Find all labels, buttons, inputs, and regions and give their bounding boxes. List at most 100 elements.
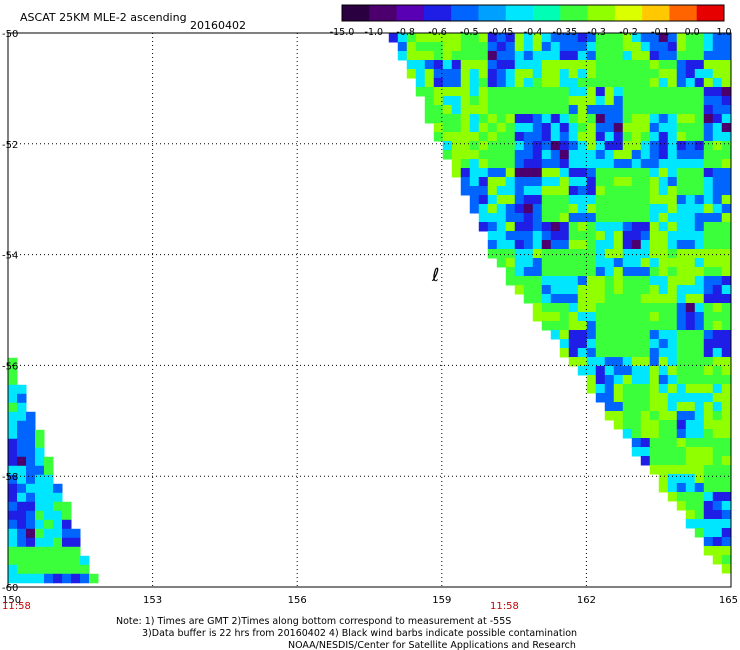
swath-cell-east bbox=[694, 510, 705, 520]
swath-cell-east bbox=[541, 285, 552, 295]
swath-cell-east bbox=[658, 78, 669, 88]
swath-cell-east bbox=[451, 105, 462, 115]
swath-cell-east bbox=[568, 186, 579, 196]
x-tick-label: 150 bbox=[2, 595, 21, 606]
swath-cell-east bbox=[640, 231, 651, 241]
swath-cell-east bbox=[532, 213, 543, 223]
swath-cell-east bbox=[631, 60, 642, 70]
swath-cell-east bbox=[640, 366, 651, 376]
swath-cell-east bbox=[550, 204, 561, 214]
swath-cell-east bbox=[595, 204, 606, 214]
swath-cell-east bbox=[586, 123, 597, 133]
swath-cell-east bbox=[685, 402, 696, 412]
swath-cell-east bbox=[658, 411, 669, 421]
swath-cell-east bbox=[631, 438, 642, 448]
swath-cell-east bbox=[550, 267, 561, 277]
swath-cell-east bbox=[568, 105, 579, 115]
swath-cell-east bbox=[559, 132, 570, 142]
swath-cell-east bbox=[424, 69, 435, 79]
swath-cell-west bbox=[80, 555, 90, 566]
swath-cell-east bbox=[712, 105, 723, 115]
swath-cell-east bbox=[721, 402, 732, 412]
swath-cell-east bbox=[559, 213, 570, 223]
swath-cell-east bbox=[703, 294, 714, 304]
swath-cell-east bbox=[460, 33, 471, 43]
swath-cell-east bbox=[505, 249, 516, 259]
swath-cell-west bbox=[80, 573, 90, 584]
annotation-glyph: ℓ bbox=[431, 265, 439, 286]
swath-cell-west bbox=[17, 438, 27, 449]
swath-cell-east bbox=[550, 177, 561, 187]
swath-cell-east bbox=[694, 474, 705, 484]
swath-cell-east bbox=[559, 339, 570, 349]
swath-cell-east bbox=[586, 249, 597, 259]
swath-cell-east bbox=[658, 429, 669, 439]
swath-cell-east bbox=[622, 357, 633, 367]
swath-cell-east bbox=[721, 501, 732, 511]
swath-cell-east bbox=[532, 222, 543, 232]
swath-cell-east bbox=[667, 411, 678, 421]
swath-cell-east bbox=[703, 339, 714, 349]
swath-cell-east bbox=[703, 132, 714, 142]
swath-cell-east bbox=[505, 51, 516, 61]
swath-cell-east bbox=[721, 429, 732, 439]
swath-cell-east bbox=[451, 51, 462, 61]
swath-cell-west bbox=[26, 429, 36, 440]
swath-cell-east bbox=[568, 177, 579, 187]
swath-cell-east bbox=[694, 213, 705, 223]
swath-cell-west bbox=[26, 573, 36, 584]
swath-cell-east bbox=[433, 114, 444, 124]
swath-cell-east bbox=[523, 51, 534, 61]
swath-cell-east bbox=[712, 51, 723, 61]
swath-cell-west bbox=[53, 483, 63, 494]
x-tick-label: 162 bbox=[577, 595, 596, 606]
swath-cell-east bbox=[586, 60, 597, 70]
swath-cell-east bbox=[712, 411, 723, 421]
swath-cell-east bbox=[604, 402, 615, 412]
swath-cell-east bbox=[604, 123, 615, 133]
swath-cell-east bbox=[406, 69, 417, 79]
swath-cell-west bbox=[8, 429, 18, 440]
swath-cell-east bbox=[577, 294, 588, 304]
swath-cell-east bbox=[523, 114, 534, 124]
swath-cell-east bbox=[550, 231, 561, 241]
swath-cell-east bbox=[640, 222, 651, 232]
swath-cell-east bbox=[676, 96, 687, 106]
swath-cell-east bbox=[703, 168, 714, 178]
swath-cell-east bbox=[712, 240, 723, 250]
swath-cell-east bbox=[613, 195, 624, 205]
swath-cell-west bbox=[17, 465, 27, 476]
swath-cell-east bbox=[523, 132, 534, 142]
swath-cell-east bbox=[685, 348, 696, 358]
swath-cell-east bbox=[595, 276, 606, 286]
swath-cell-east bbox=[694, 501, 705, 511]
swath-cell-east bbox=[721, 51, 732, 61]
swath-cell-east bbox=[550, 330, 561, 340]
swath-cell-east bbox=[595, 384, 606, 394]
swath-cell-east bbox=[523, 267, 534, 277]
swath-cell-west bbox=[8, 411, 18, 422]
swath-cell-east bbox=[586, 285, 597, 295]
swath-cell-west bbox=[26, 564, 36, 575]
swath-cell-east bbox=[487, 114, 498, 124]
swath-cell-east bbox=[604, 411, 615, 421]
swath-cell-east bbox=[694, 195, 705, 205]
swath-cell-east bbox=[631, 33, 642, 43]
swath-cell-east bbox=[721, 492, 732, 502]
swath-cell-east bbox=[586, 42, 597, 52]
colorbar-swatch bbox=[587, 5, 616, 21]
swath-cell-east bbox=[694, 42, 705, 52]
swath-cell-east bbox=[640, 141, 651, 151]
swath-cell-east bbox=[577, 60, 588, 70]
swath-cell-east bbox=[685, 60, 696, 70]
swath-cell-east bbox=[559, 60, 570, 70]
swath-cell-east bbox=[550, 222, 561, 232]
swath-cell-east bbox=[703, 312, 714, 322]
swath-cell-east bbox=[595, 303, 606, 313]
swath-cell-east bbox=[586, 321, 597, 331]
swath-cell-east bbox=[667, 321, 678, 331]
swath-cell-east bbox=[559, 69, 570, 79]
swath-cell-west bbox=[26, 501, 36, 512]
swath-cell-east bbox=[631, 204, 642, 214]
swath-cell-west bbox=[44, 474, 54, 485]
